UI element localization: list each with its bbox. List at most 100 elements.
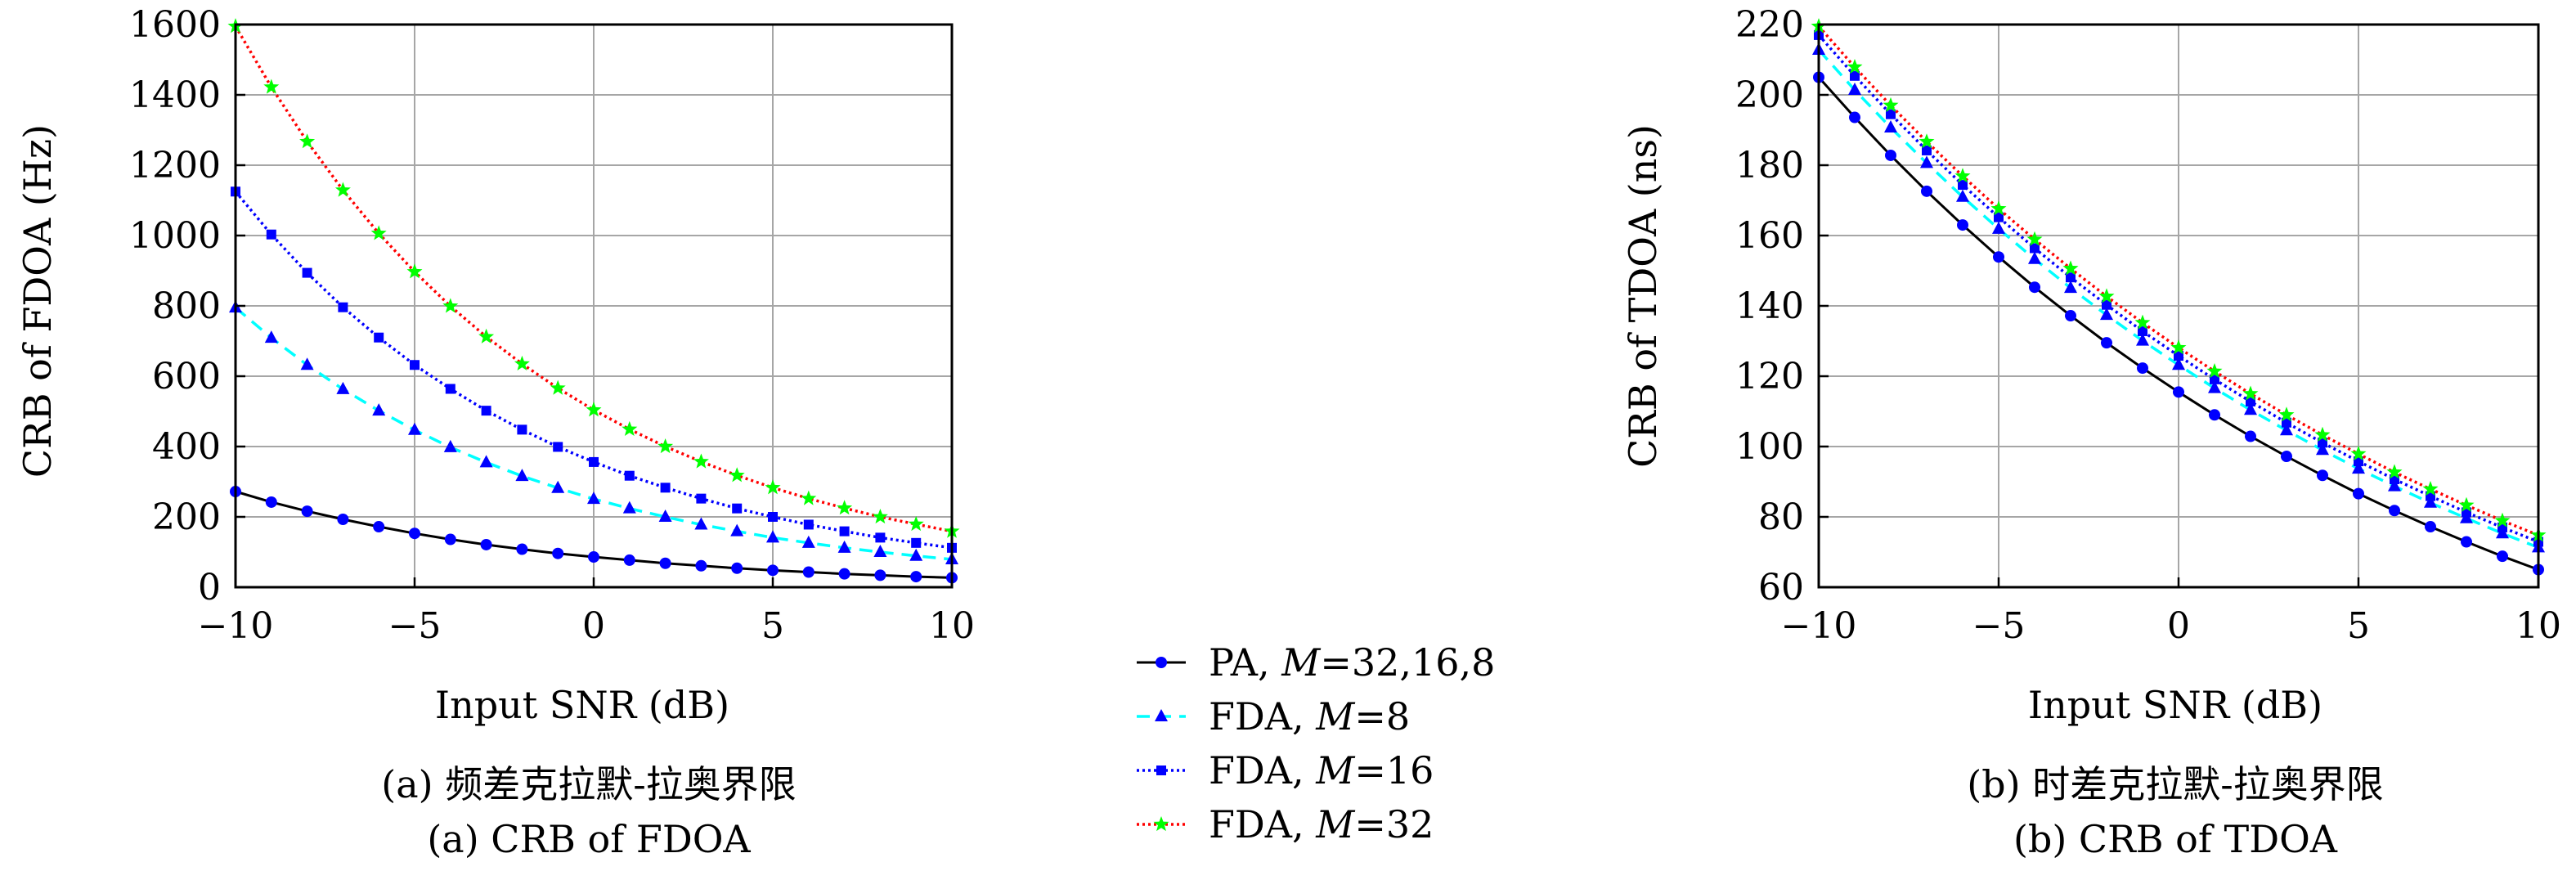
- chart-fdoa-series-2-point: [589, 456, 599, 467]
- chart-fdoa-series-2-point: [624, 470, 635, 481]
- chart-tdoa-series-2-point: [2318, 438, 2327, 448]
- legend-label-2: FDA, M=16: [1209, 748, 1434, 792]
- chart-fdoa-ytick-label: 1000: [129, 215, 221, 257]
- chart-tdoa-series-1-point: [2352, 461, 2365, 474]
- chart-fdoa-series-3-point: [586, 402, 602, 417]
- chart-fdoa-series-0-point: [767, 564, 779, 577]
- chart-tdoa-series-3-point: [2314, 426, 2331, 442]
- chart-tdoa-ytick-label: 120: [1735, 356, 1804, 397]
- chart-tdoa-ytick-label: 100: [1735, 426, 1804, 468]
- chart-fdoa-series-0-point: [516, 543, 528, 555]
- chart-tdoa-caption-en: (b) CRB of TDOA: [2013, 817, 2338, 861]
- chart-tdoa-series-3-point: [1954, 168, 1971, 183]
- chart-fdoa-series-0-point: [838, 568, 850, 580]
- chart-tdoa-series-1-point: [2136, 333, 2149, 346]
- chart-tdoa-series-0-point: [2137, 362, 2148, 375]
- chart-tdoa-xtick-label: 0: [2167, 605, 2190, 647]
- chart-fdoa-series-1-point: [694, 517, 708, 530]
- chart-fdoa-series-0-point: [802, 566, 815, 578]
- chart-tdoa-series-2-point: [2210, 374, 2219, 384]
- chart-tdoa-series-0-point: [2353, 487, 2364, 500]
- chart-tdoa-ytick-label: 140: [1735, 285, 1804, 327]
- chart-fdoa-series-1-point: [801, 535, 815, 548]
- chart-tdoa-series-1-point: [2028, 251, 2041, 264]
- chart-tdoa-xlabel: Input SNR (dB): [2028, 683, 2322, 727]
- chart-tdoa-series-3-point: [1883, 97, 1899, 112]
- chart-fdoa-series-2-point: [553, 442, 563, 452]
- chart-tdoa-series-1-point: [2424, 495, 2437, 508]
- chart-fdoa-series-3-point: [550, 379, 566, 395]
- chart-fdoa-series-1-point: [336, 381, 350, 394]
- chart-fdoa: −10 −5 0 5 10 0 200 400 600 800 1000 1200 1400 1600 I…: [16, 4, 975, 861]
- chart-tdoa-series-0-point: [2317, 469, 2328, 482]
- chart-fdoa-series-1-point: [515, 469, 529, 482]
- chart-fdoa-series-1-point: [479, 455, 493, 468]
- chart-fdoa-series-1-point: [408, 422, 421, 435]
- chart-tdoa-series-3-point: [2170, 339, 2187, 355]
- chart-fdoa-series-0-point: [301, 505, 313, 518]
- chart-tdoa-series-2-point: [2030, 243, 2040, 254]
- chart-fdoa-series-3-point: [299, 133, 316, 149]
- legend-marker-1: [1155, 709, 1168, 721]
- chart-tdoa-series-2-point: [2282, 417, 2291, 428]
- chart-fdoa-series-3-point: [263, 79, 280, 94]
- chart-fdoa-series-2-point: [338, 302, 348, 312]
- chart-tdoa-series-2-point: [1994, 212, 2004, 222]
- chart-tdoa-ticks: −10 −5 0 5 10 60 80 100 120 140 160 180 200 220: [1735, 4, 2561, 647]
- chart-fdoa-ytick-label: 200: [152, 496, 221, 538]
- chart-fdoa-series-2-point: [302, 267, 312, 278]
- chart-tdoa-series-2-point: [1850, 70, 1860, 81]
- chart-tdoa-xtick-label: −10: [1781, 605, 1857, 647]
- chart-tdoa-ytick-label: 200: [1735, 74, 1804, 116]
- chart-tdoa-series-3-point: [2098, 288, 2115, 303]
- chart-tdoa-series-2-point: [2138, 326, 2147, 336]
- chart-tdoa-series-0-point: [2281, 451, 2292, 463]
- chart-tdoa-series-1-point: [2280, 423, 2293, 436]
- chart-fdoa-series-0-point: [552, 547, 564, 559]
- chart-fdoa-ytick-label: 800: [152, 285, 221, 327]
- chart-fdoa-series-1-point: [873, 545, 887, 557]
- chart-fdoa-series-0-point: [623, 554, 635, 566]
- chart-tdoa-series: [1811, 18, 2547, 576]
- chart-fdoa-series-0-point: [659, 557, 671, 569]
- chart-fdoa-ytick-label: 400: [152, 426, 221, 468]
- chart-fdoa-series-2-point: [875, 532, 886, 543]
- chart-fdoa-series-2-point: [410, 360, 420, 370]
- chart-tdoa-series-1-point: [2208, 380, 2221, 393]
- chart-tdoa-series-0-point: [1921, 185, 1932, 197]
- chart-fdoa-series-0-point: [265, 496, 277, 508]
- chart-tdoa-ytick-label: 80: [1758, 496, 1804, 538]
- chart-fdoa-ytick-label: 1400: [129, 74, 221, 116]
- chart-fdoa-caption-cn: (a) 频差克拉默-拉奥界限: [381, 762, 796, 806]
- chart-fdoa-ytick-label: 0: [198, 567, 221, 608]
- chart-tdoa-series-2-point: [2174, 351, 2183, 361]
- chart-fdoa-series-2-point: [517, 424, 527, 435]
- chart-fdoa-series-1-point: [587, 492, 600, 505]
- chart-tdoa-series-1-point: [1920, 155, 1933, 168]
- chart-tdoa-series-0-point: [2425, 521, 2436, 533]
- legend-marker-3: [1153, 816, 1169, 832]
- chart-fdoa-series-3-point: [622, 420, 638, 436]
- chart-fdoa-xtick-label: 0: [582, 605, 605, 647]
- chart-tdoa-series-0-point: [2065, 310, 2076, 322]
- chart-fdoa-series-2-point: [911, 537, 922, 548]
- chart-tdoa-series-0-point: [1957, 219, 1968, 231]
- chart-fdoa-series-3-point: [478, 328, 495, 343]
- chart-fdoa-series-1-point: [766, 530, 779, 543]
- chart-tdoa-series-3-point: [2242, 385, 2259, 401]
- chart-fdoa-series-3-point: [514, 355, 530, 370]
- chart-tdoa-series-3-point: [1990, 200, 2007, 216]
- chart-fdoa-xlabel: Input SNR (dB): [435, 683, 729, 727]
- chart-tdoa: −10 −5 0 5 10 60 80 100 120 140 160 180 200 220 Input…: [1621, 4, 2561, 861]
- chart-tdoa-series-2-point: [2066, 272, 2076, 283]
- chart-fdoa-series-1-point: [264, 330, 278, 343]
- chart-fdoa-series-0-point: [910, 571, 922, 583]
- chart-tdoa-series-3-point: [1919, 133, 1935, 149]
- chart-tdoa-series-3-point: [2494, 512, 2511, 528]
- chart-tdoa-series-1-point: [1848, 82, 1861, 95]
- chart-tdoa-series-0-point: [2461, 536, 2472, 548]
- chart-tdoa-series-0-point: [2173, 386, 2184, 398]
- chart-fdoa-series-0-point: [874, 569, 886, 581]
